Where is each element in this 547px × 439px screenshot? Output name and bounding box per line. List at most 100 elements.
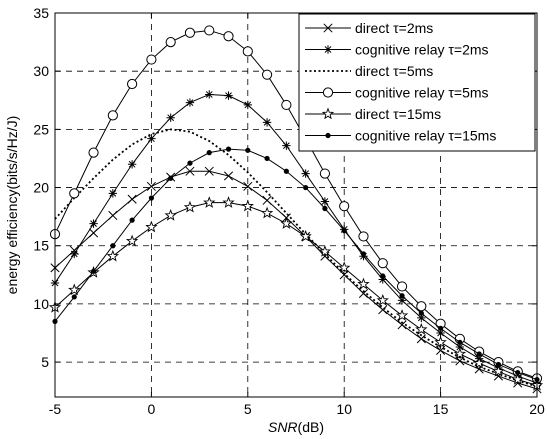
data-point xyxy=(395,309,409,321)
y-tick-label: 15 xyxy=(33,238,49,254)
x-axis-label-unit: (dB) xyxy=(298,419,324,435)
data-point xyxy=(127,160,137,169)
x-tick-label: 20 xyxy=(529,401,545,417)
data-point xyxy=(89,219,98,228)
series-line xyxy=(54,170,538,390)
y-tick-label: 5 xyxy=(41,354,49,370)
series-direct-5ms xyxy=(54,128,538,388)
series-line xyxy=(54,148,538,381)
x-tick-label: 15 xyxy=(433,401,449,417)
data-point xyxy=(223,171,234,181)
data-point xyxy=(165,36,176,48)
legend-marker xyxy=(323,45,333,54)
x-tick-label: -5 xyxy=(49,401,62,417)
data-point xyxy=(262,118,272,127)
data-point xyxy=(283,168,289,174)
data-point xyxy=(107,110,118,121)
data-point xyxy=(70,249,79,259)
data-point xyxy=(203,196,216,208)
x-tick-label: 10 xyxy=(336,401,352,417)
data-point xyxy=(262,195,272,205)
data-point xyxy=(168,175,174,181)
data-point xyxy=(492,364,505,377)
legend-item-cognitive-relay-2ms: cognitive relay τ=2ms xyxy=(305,42,489,58)
legend-label: direct τ=2ms xyxy=(355,20,433,36)
data-point xyxy=(318,245,332,257)
data-point xyxy=(377,258,388,269)
data-point xyxy=(222,196,235,208)
data-point xyxy=(184,27,196,38)
data-point xyxy=(438,325,444,331)
data-point xyxy=(89,228,99,238)
legend: direct τ=2ms cognitive relay τ=2ms direct … xyxy=(298,13,536,152)
legend-label: direct τ=15ms xyxy=(355,106,441,122)
data-point xyxy=(319,168,331,179)
data-point xyxy=(108,189,118,198)
data-point xyxy=(515,369,521,376)
data-point xyxy=(399,293,405,299)
legend-label: direct τ=5ms xyxy=(355,63,433,79)
data-point xyxy=(88,147,99,158)
series-cognitive-relay-15ms xyxy=(52,146,540,383)
legend-marker xyxy=(321,107,335,120)
legend-label: cognitive relay τ=5ms xyxy=(355,85,489,101)
data-point xyxy=(125,234,139,247)
data-point xyxy=(360,251,367,257)
data-point xyxy=(418,310,424,316)
x-axis-label: SNR(dB) xyxy=(268,419,324,435)
data-point xyxy=(261,69,273,80)
data-point xyxy=(417,313,426,323)
legend-item-direct-15ms: direct τ=15ms xyxy=(305,106,441,122)
series-direct-15ms xyxy=(48,196,544,391)
data-point xyxy=(299,229,312,242)
data-point xyxy=(108,210,118,221)
data-point xyxy=(245,147,251,153)
data-point xyxy=(205,90,214,99)
data-point xyxy=(397,296,407,305)
data-point xyxy=(206,150,212,156)
x-axis-label-italic: SNR xyxy=(268,419,298,435)
data-point xyxy=(106,249,120,262)
data-point xyxy=(511,373,524,385)
data-point xyxy=(434,335,447,348)
data-point xyxy=(455,342,465,352)
data-point xyxy=(358,231,369,242)
data-point xyxy=(264,155,270,162)
legend-item-cognitive-relay-5ms: cognitive relay τ=5ms xyxy=(305,85,489,101)
legend-marker xyxy=(323,23,333,33)
data-point xyxy=(357,277,370,290)
data-point xyxy=(339,201,350,212)
legend-item-cognitive-relay-15ms: cognitive relay τ=15ms xyxy=(305,128,496,144)
data-point xyxy=(280,217,293,229)
data-point xyxy=(472,356,486,369)
data-point xyxy=(110,243,116,249)
data-point xyxy=(68,283,81,296)
data-point xyxy=(69,188,80,199)
data-point xyxy=(301,169,310,178)
data-point xyxy=(185,166,195,176)
data-point xyxy=(129,217,135,223)
data-point xyxy=(416,334,426,344)
data-point xyxy=(187,160,193,166)
data-point xyxy=(145,220,158,233)
data-point xyxy=(380,273,386,279)
x-tick-label: 0 xyxy=(148,401,156,417)
data-point xyxy=(378,275,387,284)
data-point xyxy=(90,268,97,274)
legend-label: cognitive relay τ=2ms xyxy=(355,42,489,58)
y-tick-label: 35 xyxy=(33,5,49,21)
data-point xyxy=(415,323,428,335)
legend-item-direct-5ms: direct τ=5ms xyxy=(305,63,433,79)
data-point xyxy=(127,78,138,90)
data-point xyxy=(436,328,445,338)
data-point xyxy=(338,261,351,274)
data-point xyxy=(416,301,427,312)
data-point xyxy=(396,281,408,292)
data-point xyxy=(146,181,156,191)
data-point xyxy=(341,228,347,234)
y-axis-label: energy efficiency(bits/s/Hz/J) xyxy=(4,116,20,295)
data-point xyxy=(148,195,154,201)
data-point xyxy=(242,46,253,57)
data-point xyxy=(243,100,252,110)
legend-marker xyxy=(322,87,334,98)
